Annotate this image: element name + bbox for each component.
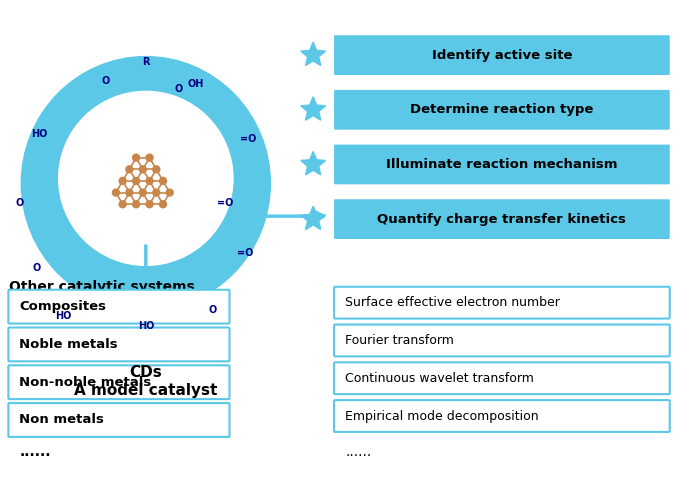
Text: =O: =O <box>240 134 257 143</box>
Circle shape <box>166 189 173 196</box>
Circle shape <box>153 166 160 173</box>
Circle shape <box>139 166 146 173</box>
Polygon shape <box>301 206 326 229</box>
FancyBboxPatch shape <box>334 362 670 394</box>
Circle shape <box>146 154 153 161</box>
Circle shape <box>132 154 139 161</box>
Circle shape <box>146 178 153 184</box>
Text: Illuminate reaction mechanism: Illuminate reaction mechanism <box>386 158 617 171</box>
Circle shape <box>146 201 153 208</box>
Circle shape <box>126 166 133 173</box>
Circle shape <box>160 178 167 184</box>
Text: CDs
A model catalyst: CDs A model catalyst <box>74 366 218 398</box>
FancyBboxPatch shape <box>334 287 670 319</box>
Text: O: O <box>102 76 110 86</box>
Polygon shape <box>301 152 326 175</box>
FancyBboxPatch shape <box>334 400 670 432</box>
Text: O: O <box>209 305 217 315</box>
Text: Other catalytic systems: Other catalytic systems <box>9 280 195 294</box>
Polygon shape <box>301 97 326 120</box>
FancyBboxPatch shape <box>334 325 670 356</box>
FancyBboxPatch shape <box>8 403 230 437</box>
Text: =O: =O <box>217 198 234 208</box>
FancyBboxPatch shape <box>334 199 670 239</box>
Polygon shape <box>301 42 326 65</box>
Text: HO: HO <box>138 321 154 330</box>
Circle shape <box>139 189 146 196</box>
FancyBboxPatch shape <box>334 90 670 130</box>
Text: Continuous wavelet transform: Continuous wavelet transform <box>345 372 534 385</box>
Ellipse shape <box>59 91 233 265</box>
Text: Noble metals: Noble metals <box>20 338 118 351</box>
Ellipse shape <box>21 57 270 310</box>
Text: Identify active site: Identify active site <box>432 49 572 61</box>
FancyBboxPatch shape <box>8 366 230 399</box>
FancyBboxPatch shape <box>334 35 670 75</box>
Circle shape <box>119 178 126 184</box>
Text: ......: ...... <box>20 445 51 459</box>
Text: Fourier transform: Fourier transform <box>345 334 454 347</box>
FancyBboxPatch shape <box>334 144 670 184</box>
FancyBboxPatch shape <box>8 290 230 324</box>
Text: HO: HO <box>31 129 48 139</box>
Circle shape <box>153 189 160 196</box>
Text: HO: HO <box>55 310 71 321</box>
Text: Composites: Composites <box>20 300 106 313</box>
FancyBboxPatch shape <box>8 327 230 361</box>
Text: ......: ...... <box>345 445 371 459</box>
Text: Quantify charge transfer kinetics: Quantify charge transfer kinetics <box>377 213 626 225</box>
Text: Non-noble metals: Non-noble metals <box>20 376 152 389</box>
Text: OH: OH <box>188 79 204 89</box>
Circle shape <box>119 201 126 208</box>
Text: O: O <box>15 198 23 208</box>
Circle shape <box>132 201 139 208</box>
Text: =O: =O <box>237 248 253 258</box>
Text: Empirical mode decomposition: Empirical mode decomposition <box>345 409 538 423</box>
Circle shape <box>126 189 133 196</box>
Text: Determine reaction type: Determine reaction type <box>410 103 594 116</box>
Text: O: O <box>174 84 183 94</box>
Text: Surface effective electron number: Surface effective electron number <box>345 296 560 309</box>
Circle shape <box>132 178 139 184</box>
Circle shape <box>113 189 120 196</box>
Text: O: O <box>32 263 41 273</box>
Text: R: R <box>142 57 150 67</box>
Text: Non metals: Non metals <box>20 413 104 427</box>
Circle shape <box>160 201 167 208</box>
